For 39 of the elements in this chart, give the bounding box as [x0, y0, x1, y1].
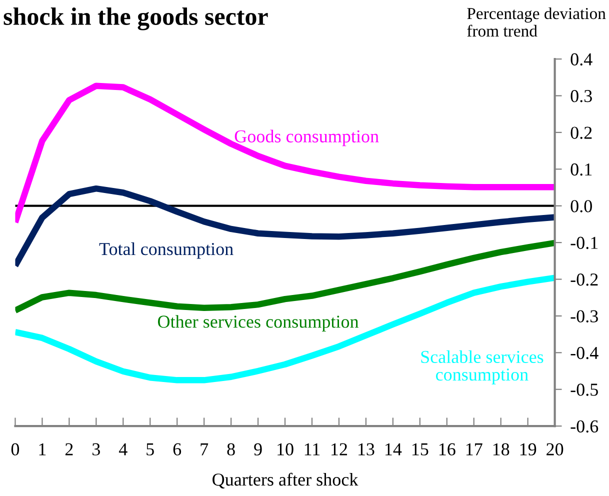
y-axis-title: Percentage deviation from trend: [467, 7, 606, 37]
x-axis-title: Quarters after shock: [212, 472, 358, 488]
x-tick-label: 12: [332, 443, 347, 456]
y-tick-label: 0.2: [570, 126, 592, 139]
y-tick-label: -0.6: [570, 420, 598, 433]
series-label: Goods consumption: [234, 130, 379, 146]
series-label: Scalable services consumption: [421, 350, 544, 384]
x-tick-label: 16: [439, 443, 456, 456]
x-tick-label: 15: [412, 443, 428, 456]
y-tick-label: -0.1: [570, 236, 598, 250]
x-tick-label: 18: [493, 443, 510, 456]
x-tick-label: 8: [227, 443, 235, 456]
x-tick-label: 19: [520, 443, 536, 456]
y-tick-label: -0.2: [570, 274, 598, 286]
y-tick-label: 0.1: [570, 163, 592, 176]
x-tick-label: 4: [118, 443, 128, 456]
x-tick-label: 9: [254, 443, 262, 456]
x-tick-label: 20: [546, 443, 564, 456]
x-tick-label: 7: [200, 443, 208, 456]
y-tick-label: 0.0: [570, 200, 592, 212]
x-tick-label: 17: [466, 443, 482, 456]
x-tick-label: 14: [385, 443, 402, 456]
series-label: Total consumption: [99, 242, 234, 259]
x-tick-label: 10: [278, 443, 294, 456]
chart-title: shock in the goods sector: [4, 7, 268, 30]
x-tick-label: 11: [304, 443, 320, 456]
x-tick-label: 6: [173, 443, 182, 456]
y-tick-label: 0.3: [570, 90, 592, 102]
x-tick-label: 5: [146, 443, 154, 456]
x-tick-label: 0: [11, 443, 20, 456]
x-tick-label: 13: [358, 443, 374, 456]
x-tick-label: 1: [39, 443, 46, 456]
y-tick-label: 0.4: [570, 53, 592, 66]
y-tick-label: -0.4: [570, 346, 598, 360]
x-tick-label: 2: [65, 443, 73, 456]
y-tick-label: -0.5: [570, 384, 598, 396]
y-tick-label: -0.3: [570, 310, 598, 322]
series-label: Other services consumption: [158, 315, 359, 332]
x-tick-label: 3: [92, 443, 100, 456]
